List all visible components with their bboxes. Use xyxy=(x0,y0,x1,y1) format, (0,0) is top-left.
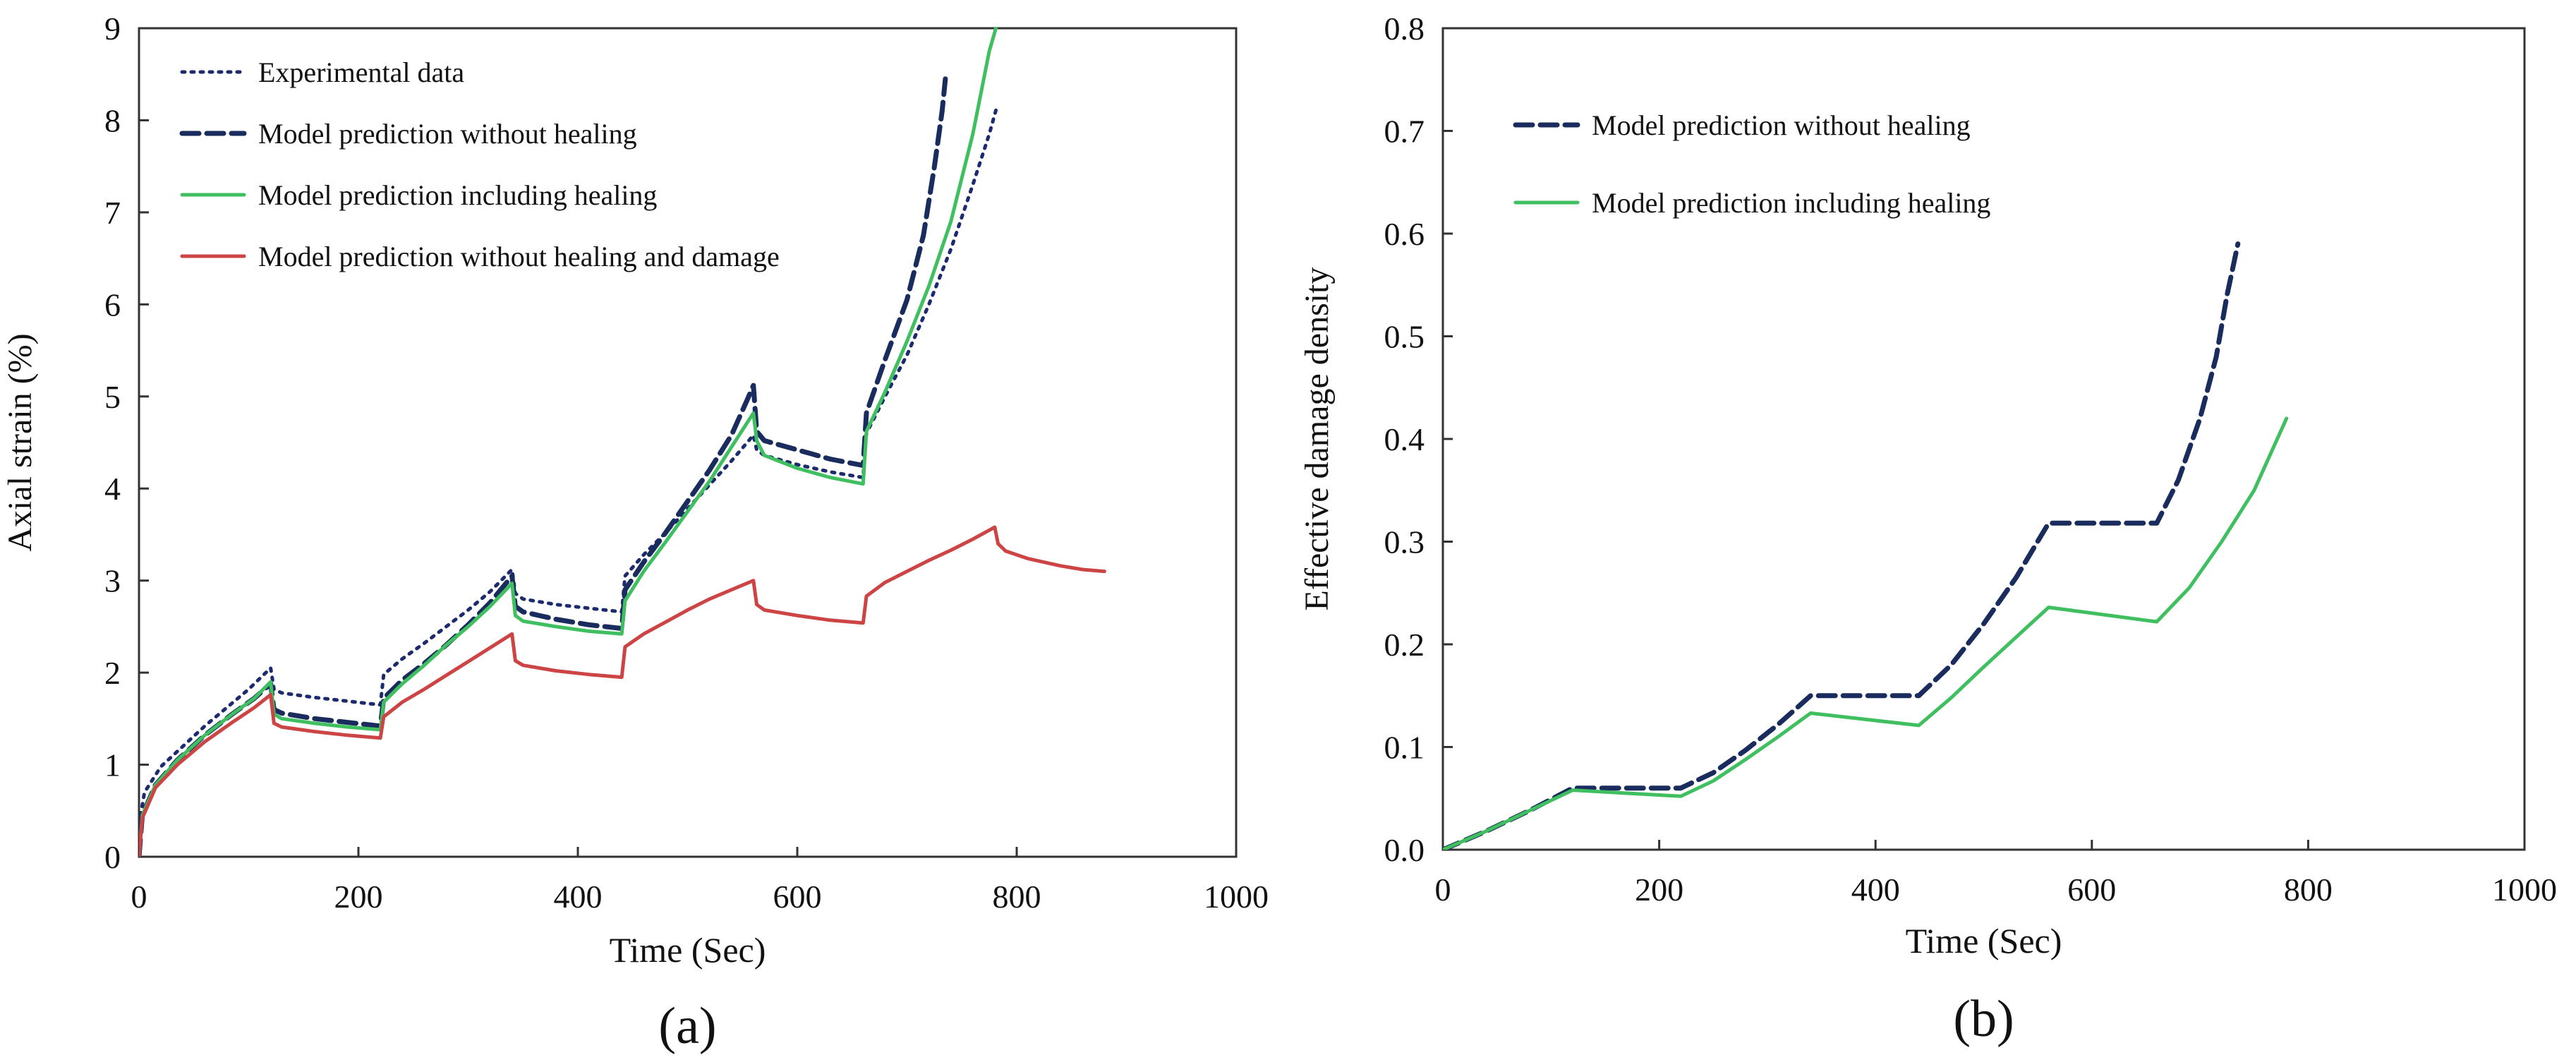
x-axis-title: Time (Sec) xyxy=(610,930,766,970)
legend-label: Model prediction without healing xyxy=(258,118,637,150)
panel-label: (b) xyxy=(1953,990,2014,1048)
series-line-a-0 xyxy=(139,104,999,826)
x-tick-label: 0 xyxy=(1435,872,1451,908)
chart-panel-b: 0 200 400 600 800 1000 0.0 0.1 0.2 0.3 0.4 0.5 0.6 0.… xyxy=(1298,11,2557,1048)
y-tick-label: 7 xyxy=(104,195,121,231)
y-tick-label: 3 xyxy=(104,563,121,599)
x-tick-label: 400 xyxy=(554,879,603,915)
x-tick-label: 600 xyxy=(2067,872,2116,908)
series-line-a-3 xyxy=(139,525,1106,857)
y-tick-label: 0.0 xyxy=(1384,832,1425,868)
panel-label: (a) xyxy=(658,997,716,1055)
y-tick-label: 0.4 xyxy=(1384,421,1425,457)
y-tick-label: 0.3 xyxy=(1384,524,1425,560)
x-axis-title: Time (Sec) xyxy=(1906,921,2062,960)
legend-label: Model prediction without healing xyxy=(1592,109,1971,141)
plot-frame-b xyxy=(1441,27,2526,851)
y-tick-label: 1 xyxy=(104,747,121,783)
y-tick-label: 5 xyxy=(104,379,121,415)
series-line-b-0 xyxy=(1443,241,2241,850)
x-tick-label: 200 xyxy=(1635,872,1683,908)
y-tick-label: 2 xyxy=(104,655,121,691)
y-tick-label: 6 xyxy=(104,287,121,323)
y-axis-title: Axial strain (%) xyxy=(1,333,39,551)
x-tick-label: 0 xyxy=(131,879,147,915)
chart-panel-a: 0 200 400 600 800 1000 0 1 2 3 4 5 6 7 8 9 Time (Sec) Axi… xyxy=(1,11,1269,1055)
y-tick-label: 0.8 xyxy=(1384,11,1425,47)
series-line-a-2 xyxy=(139,27,998,857)
y-tick-label: 8 xyxy=(104,102,121,138)
y-tick-label: 0.5 xyxy=(1384,319,1425,355)
x-tick-label: 1000 xyxy=(2492,872,2557,908)
y-tick-label: 9 xyxy=(104,11,121,47)
legend-label: Experimental data xyxy=(258,56,464,88)
y-tick-label: 0.2 xyxy=(1384,627,1425,663)
y-tick-label: 0 xyxy=(104,839,121,875)
legend-label: Model prediction including healing xyxy=(1592,187,1990,219)
y-tick-label: 0.6 xyxy=(1384,216,1425,252)
x-tick-label: 1000 xyxy=(1204,879,1269,915)
x-tick-label: 400 xyxy=(1851,872,1900,908)
x-tick-label: 800 xyxy=(993,879,1041,915)
x-tick-label: 600 xyxy=(773,879,822,915)
x-tick-label: 800 xyxy=(2284,872,2333,908)
y-tick-label: 4 xyxy=(104,471,121,507)
y-tick-label: 0.1 xyxy=(1384,730,1425,766)
legend-label: Model prediction without healing and dam… xyxy=(258,241,780,272)
legend-label: Model prediction including healing xyxy=(258,179,657,211)
series-line-b-1 xyxy=(1443,416,2289,850)
x-tick-label: 200 xyxy=(334,879,383,915)
plot-frame-a xyxy=(138,27,1238,858)
y-axis-title: Effective damage density xyxy=(1298,267,1336,611)
y-tick-label: 0.7 xyxy=(1384,114,1425,150)
